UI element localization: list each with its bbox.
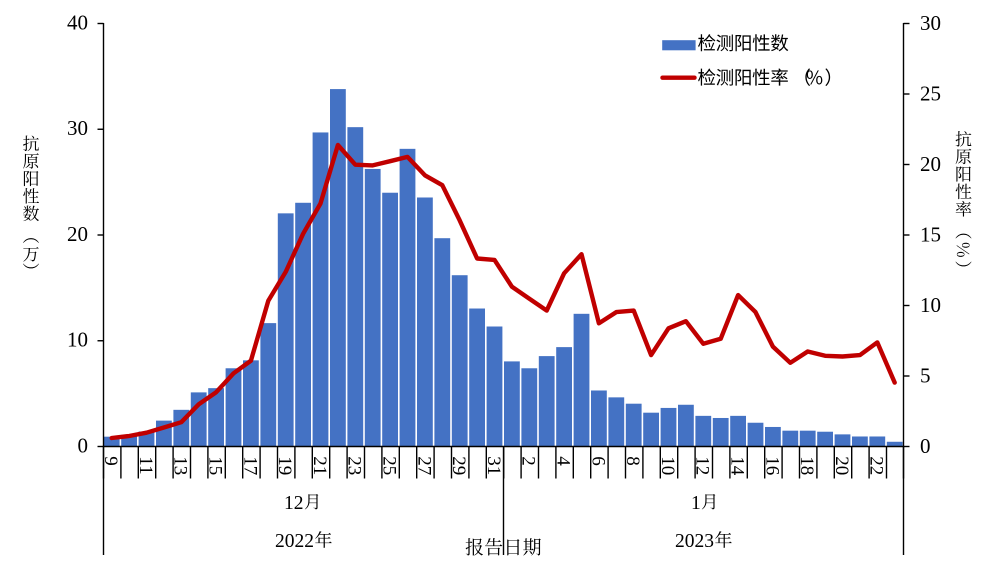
svg-text:10: 10: [67, 328, 88, 352]
svg-text:17: 17: [239, 456, 260, 475]
svg-text:25: 25: [379, 456, 400, 475]
svg-text:2023: 2023: [675, 531, 714, 552]
svg-text:16: 16: [761, 456, 782, 475]
svg-text:25: 25: [920, 82, 941, 106]
svg-text:9: 9: [100, 456, 121, 466]
svg-text:5: 5: [920, 364, 931, 388]
svg-text:14: 14: [727, 456, 748, 476]
svg-text:12: 12: [692, 456, 713, 475]
svg-text:4: 4: [553, 456, 574, 466]
svg-text:2022: 2022: [275, 531, 314, 552]
svg-text:31: 31: [483, 456, 504, 475]
svg-text:20: 20: [67, 222, 88, 246]
svg-text:8: 8: [622, 456, 643, 466]
svg-text:10: 10: [657, 456, 678, 475]
svg-text:22: 22: [866, 456, 887, 475]
svg-text:11: 11: [135, 456, 156, 474]
svg-text:21: 21: [309, 456, 330, 475]
svg-text:10: 10: [920, 293, 941, 317]
svg-text:23: 23: [344, 456, 365, 475]
svg-text:19: 19: [274, 456, 295, 475]
svg-text:15: 15: [205, 456, 226, 475]
svg-text:6: 6: [587, 456, 608, 466]
svg-text:0: 0: [920, 434, 931, 458]
svg-text:18: 18: [796, 456, 817, 475]
svg-text:30: 30: [67, 116, 88, 140]
svg-text:1: 1: [691, 493, 701, 514]
svg-text:20: 20: [920, 152, 941, 176]
svg-text:2: 2: [518, 456, 539, 466]
svg-text:30: 30: [920, 11, 941, 35]
svg-text:27: 27: [413, 456, 434, 475]
svg-text:13: 13: [170, 456, 191, 475]
svg-text:12: 12: [284, 493, 304, 514]
svg-text:20: 20: [831, 456, 852, 475]
svg-text:15: 15: [920, 223, 941, 247]
svg-text:40: 40: [67, 10, 88, 34]
svg-text:29: 29: [448, 456, 469, 475]
svg-text:0: 0: [78, 433, 89, 457]
